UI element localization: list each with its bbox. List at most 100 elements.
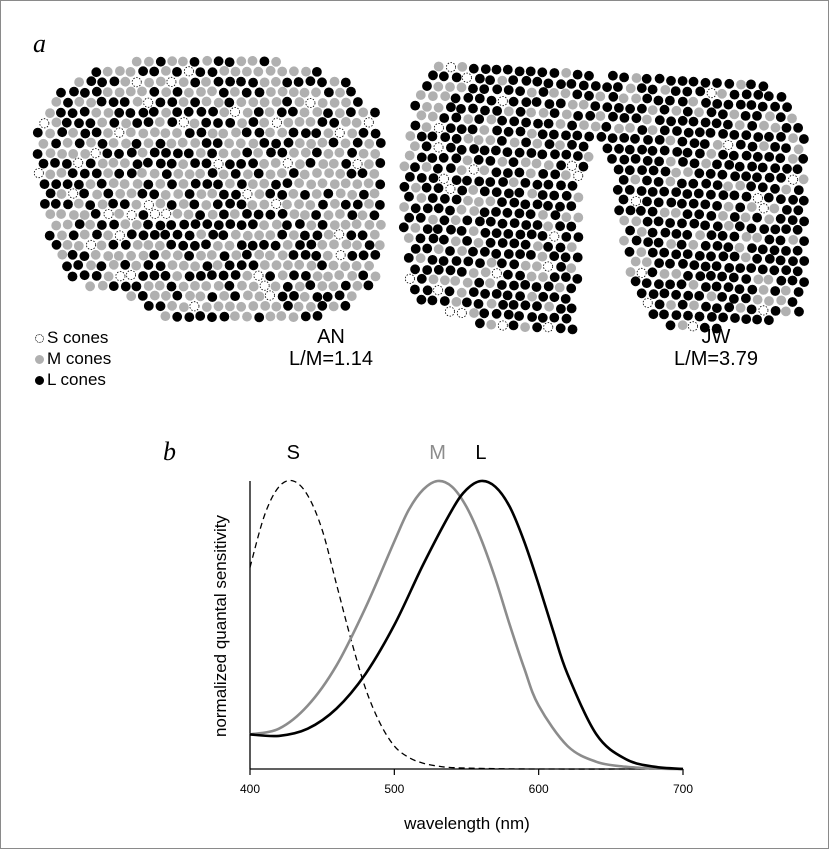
mosaic-jw-cone-l (427, 254, 438, 265)
mosaic-an-cone-m (328, 281, 339, 292)
mosaic-jw-cone-l (555, 201, 565, 212)
mosaic-jw-cone-l (695, 271, 706, 282)
mosaic-an-cone-l (219, 251, 230, 261)
mosaic-jw-cone-l (746, 79, 756, 90)
mosaic-an-cone-m (254, 230, 264, 241)
mosaic-an-cone-l (155, 56, 166, 67)
mosaic-jw-cone-m (631, 93, 641, 104)
mosaic-jw-cone-m (631, 216, 642, 227)
mosaic-an-cone-m (132, 178, 143, 189)
mosaic-jw-cone-m (770, 122, 781, 133)
mosaic-jw-cone-m (776, 295, 787, 306)
mosaic-an-cone-m (92, 189, 102, 200)
mosaic-an-cone-m (334, 147, 345, 158)
mosaic-jw-cone-s (433, 285, 444, 296)
mosaic-jw-cone-l (445, 123, 456, 133)
mosaic-jw-cone-s (723, 139, 734, 150)
mosaic-jw-cone-l (479, 145, 490, 156)
mosaic-jw-cone-l (415, 212, 426, 223)
mosaic-an-cone-m (265, 169, 276, 180)
mosaic-jw-cone-l (456, 225, 467, 236)
mosaic-jw-cone-l (416, 294, 427, 305)
mosaic-jw-cone-l (427, 153, 438, 163)
mosaic-jw-cone-l (410, 264, 420, 275)
mosaic-jw-cone-l (682, 249, 693, 259)
mosaic-an-cone-m (51, 117, 62, 128)
mosaic-an-cone-l (253, 209, 264, 220)
mosaic-jw-cone-l (735, 99, 746, 110)
mosaic-an-cone-l (236, 199, 247, 210)
mosaic-jw-cone-s (706, 88, 717, 99)
mosaic-an-cone-l (126, 147, 137, 158)
mosaic-jw-cone-l (706, 189, 716, 200)
mosaic-an-cone-l (236, 179, 247, 189)
mosaic-jw-cone-m (479, 125, 490, 135)
mosaic-an-cone-l (142, 157, 153, 168)
mosaic-jw-cone-m (409, 141, 420, 152)
mosaic-jw-cone-m (735, 302, 746, 313)
mosaic-jw-cone-l (416, 273, 427, 284)
mosaic-an-cone-l (120, 281, 131, 292)
mosaic-an-cone-m (178, 260, 189, 271)
mosaic-jw-cone-l (549, 129, 559, 140)
mosaic-jw-cone-l (550, 149, 560, 160)
mosaic-an-cone-m (154, 280, 165, 291)
mosaic-jw-cone-l (782, 102, 792, 113)
mosaic-an-cone-l (149, 147, 160, 158)
mosaic-an-cone-m (190, 280, 200, 291)
legend-item-m: M cones (35, 349, 111, 369)
mosaic-jw-cone-l (410, 162, 420, 173)
mosaic-an-cone-m (229, 209, 240, 219)
mosaic-jw-cone-l (561, 149, 572, 160)
mosaic-jw-cone-l (653, 216, 664, 227)
mosaic-jw-cone-m (665, 135, 676, 146)
mosaic-an-cone-l (358, 250, 369, 261)
mosaic-an-cone-m (160, 311, 171, 321)
mosaic-an-cone-l (143, 179, 154, 190)
mosaic-an-cone-l (259, 239, 269, 250)
mosaic-jw-cone-l (643, 237, 653, 247)
mosaic-an-cone-m (131, 199, 142, 210)
mosaic-an-cone-s (178, 117, 189, 128)
legend-item-s: S cones (35, 328, 108, 348)
mosaic-an-cone-l (143, 219, 153, 230)
mosaic-jw-cone-l (741, 150, 752, 161)
mosaic-jw-cone-l (764, 234, 775, 245)
mosaic-an-cone-l (195, 67, 206, 77)
mosaic-an-cone-m (340, 261, 351, 272)
mosaic-an-cone-l (224, 57, 235, 67)
mosaic-jw-cone-m (427, 111, 438, 122)
mosaic-jw-cone-l (718, 149, 728, 160)
mosaic-jw-cone-l (763, 192, 774, 203)
mosaic-an-cone-l (311, 210, 321, 220)
mosaic-an-cone-m (242, 311, 252, 322)
mosaic-jw-cone-l (561, 190, 572, 201)
mosaic-jw-cone-l (647, 227, 658, 238)
mosaic-an-cone-l (323, 87, 334, 98)
mosaic-jw-cone-l (659, 309, 669, 320)
mosaic-an-cone-m (282, 239, 293, 250)
mosaic-an-cone-m (358, 148, 369, 159)
mosaic-jw-cone-m (788, 234, 799, 245)
mosaic-jw-cone-l (520, 279, 531, 290)
mosaic-an-cone-l (92, 229, 102, 240)
mosaic-an-cone-l (213, 179, 223, 190)
mosaic-an-cone-l (149, 229, 160, 240)
mosaic-an-cone-m (264, 250, 275, 261)
mosaic-jw-cone-l (614, 205, 624, 216)
mosaic-jw-cone-l (764, 253, 775, 264)
mosaic-jw-cone-m (433, 244, 444, 255)
mosaic-jw-cone-l (468, 287, 479, 297)
mosaic-an-cone-m (289, 209, 300, 219)
mosaic-jw-cone-l (445, 163, 456, 173)
mosaic-an-cone-m (329, 179, 340, 189)
mosaic-an-cone-l (143, 300, 154, 311)
mosaic-an-cone-l (32, 149, 43, 159)
mosaic-an-cone-m (364, 219, 375, 230)
mosaic-an-cone-m (125, 127, 136, 138)
mosaic-jw-cone-l (741, 130, 752, 141)
mosaic-an-cone-l (44, 230, 55, 241)
mosaic-an-cone-m (73, 240, 84, 251)
mosaic-jw-cone-l (474, 93, 485, 104)
mosaic-jw-cone-l (653, 95, 664, 106)
